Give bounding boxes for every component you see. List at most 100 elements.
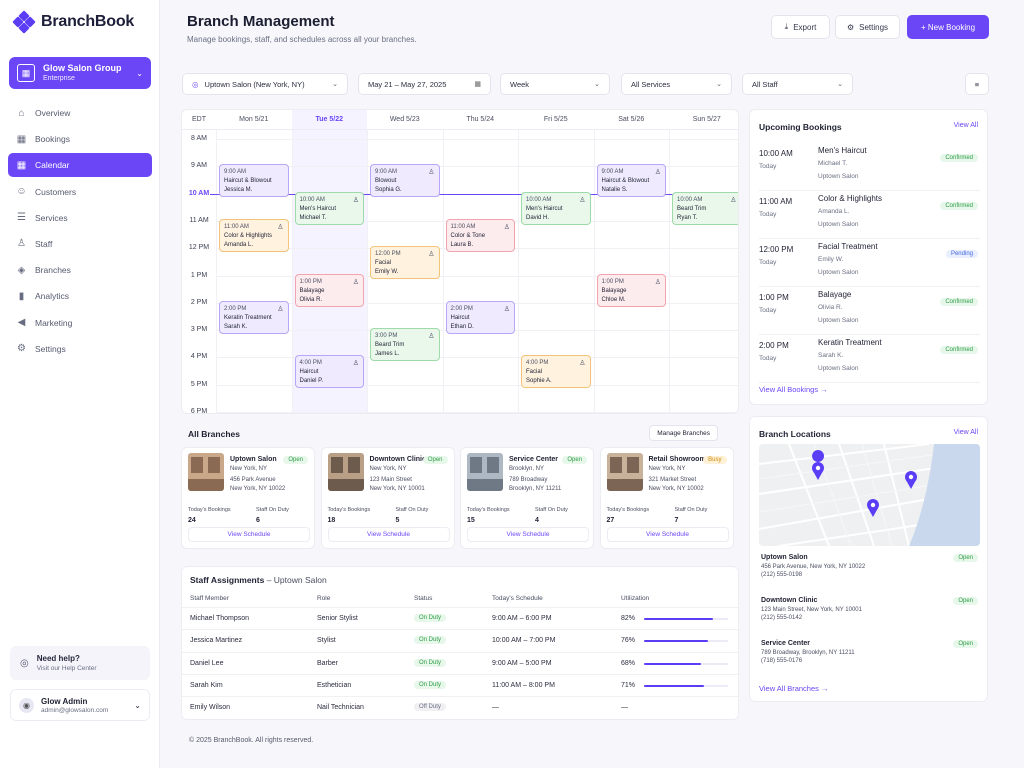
day-header[interactable]: Sat 5/26 [618,116,645,123]
utilization-fill [644,640,708,643]
view-all-branches-link[interactable]: View All Branches → [759,684,829,693]
appointment-service: Beard Trim [677,205,707,212]
logo[interactable]: BranchBook [12,10,134,34]
appointment-block[interactable]: 10:00 AM Beard Trim Ryan T. ♙ [672,191,738,225]
table-row[interactable]: Emily Wilson Nail Technician Off Duty — — [182,696,740,718]
appointment-block[interactable]: 10:00 AM Men's Haircut Michael T. ♙ [294,191,364,225]
sidebar-item-customers[interactable]: ☺ Customers [8,180,152,204]
view-schedule-button[interactable]: View Schedule [467,527,589,542]
table-header[interactable]: Role [317,595,331,602]
status-badge: Confirmed [940,346,978,354]
status-badge: Open [422,456,448,464]
table-row[interactable]: Michael Thompson Senior Stylist On Duty 9:0… [182,607,740,629]
staff-select[interactable]: All Staff ⌄ [742,73,853,95]
branch-card[interactable]: Uptown Salon New York, NY 456 Park Avenue N… [181,447,315,549]
appointment-block[interactable]: 1:00 PM Balayage Olivia R. ♙ [294,273,364,307]
view-schedule-button[interactable]: View Schedule [327,527,450,542]
appointment-block[interactable]: 9:00 AM Blowout Sophia G. ♙ [370,164,440,198]
staff-icon: ♙ [352,278,359,286]
table-row[interactable]: Jessica Martinez Stylist On Duty 10:00 AM –… [182,629,740,651]
appointment-client: Emily W. [375,269,399,276]
staff-role: Barber [317,659,339,667]
branch-card[interactable]: Downtown Clinic New York, NY 123 Main Stre… [320,447,455,549]
sidebar-item-label: Bookings [35,134,70,145]
appointment-block[interactable]: 1:00 PM Balayage Chloe M. ♙ [596,273,666,307]
upcoming-booking-item[interactable]: 1:00 PM Today Balayage Olivia R. Uptown Salo… [759,288,980,335]
branch-card[interactable]: Service Center Brooklyn, NY 789 Broadway Br… [460,447,594,549]
staff-icon: ♙ [579,196,586,204]
sidebar-item-services[interactable]: ☰ Services [8,206,152,230]
view-select[interactable]: Week ⌄ [500,73,610,95]
appointment-block[interactable]: 2:00 PM Keratin Treatment Sarah K. ♙ [219,300,289,334]
appointment-block[interactable]: 2:00 PM Haircut Ethan D. ♙ [445,300,515,334]
appointment-block[interactable]: 12:00 PM Facial Emily W. ♙ [370,246,440,280]
appointment-service: Color & Tone [450,232,486,239]
day-header[interactable]: Wed 5/23 [389,116,420,123]
sidebar-item-analytics[interactable]: ▮ Analytics [8,284,152,308]
new-booking-button[interactable]: + New Booking [907,15,989,39]
appointment-block[interactable]: 3:00 PM Beard Trim James L. ♙ [370,328,440,362]
upcoming-booking-item[interactable]: 10:00 AM Today Men's Haircut Michael T. Upto… [759,144,980,191]
appointment-block[interactable]: 4:00 PM Haircut Daniel P. ♙ [294,355,364,389]
staff-icon: ♙ [654,278,661,286]
upcoming-view-all-link[interactable]: View All [953,122,978,129]
upcoming-booking-item[interactable]: 12:00 PM Today Facial Treatment Emily W. Upt… [759,240,980,287]
booking-service: Men's Haircut [818,146,867,155]
appointment-time: 2:00 PM [224,305,247,312]
table-row[interactable]: Daniel Lee Barber On Duty 9:00 AM – 5:00 PM… [182,651,740,674]
help-center-link[interactable]: ◎ Need help? Visit our Help Center [10,646,150,680]
status-badge: Confirmed [940,154,978,162]
upcoming-booking-item[interactable]: 2:00 PM Today Keratin Treatment Sarah K. Upt… [759,336,980,383]
day-header[interactable]: Sun 5/27 [692,116,721,123]
day-header[interactable]: Mon 5/21 [239,116,269,123]
sidebar-item-settings[interactable]: ⚙ Settings [8,337,152,361]
upcoming-booking-item[interactable]: 11:00 AM Today Color & Highlights Amanda L.… [759,192,980,239]
locations-view-all-link[interactable]: View All [953,429,978,436]
branch-map[interactable] [759,444,980,546]
manage-branches-button[interactable]: Manage Branches [649,425,718,441]
table-header[interactable]: Today's Schedule [492,595,543,602]
day-header[interactable]: Fri 5/25 [543,116,568,123]
appointment-block[interactable]: 11:00 AM Color & Tone Laura B. ♙ [445,218,515,252]
export-button[interactable]: ⤓ Export [771,15,830,39]
branch-card[interactable]: Retail Showroom New York, NY 321 Market St… [599,447,734,549]
table-header[interactable]: Utilization [621,595,650,602]
branch-select[interactable]: ◎ Uptown Salon (New York, NY) ⌄ [182,73,348,95]
footer-text: © 2025 BranchBook. All rights reserved. [189,737,314,744]
date-range-picker[interactable]: May 21 – May 27, 2025 ▦ [358,73,491,95]
branch-location-item[interactable]: Downtown Clinic 123 Main Street, New York… [761,597,978,621]
hour-gridline [216,412,738,413]
appointment-block[interactable]: 9:00 AM Haircut & Blowout Natalie S. ♙ [596,164,666,198]
table-row[interactable]: Sarah Kim Esthetician On Duty 11:00 AM – 8:… [182,673,740,696]
filter-button[interactable]: ≡ [965,73,989,95]
user-menu[interactable]: ◉ Glow Admin admin@glowsalon.com ⌄ [10,689,150,721]
day-header[interactable]: Thu 5/24 [466,116,495,123]
view-schedule-button[interactable]: View Schedule [606,527,729,542]
services-select[interactable]: All Services ⌄ [621,73,732,95]
branch-location-item[interactable]: Uptown Salon 456 Park Avenue, New York, N… [761,554,978,578]
org-switcher[interactable]: ▦ Glow Salon Group Enterprise ⌄ [9,57,151,89]
booking-branch: Uptown Salon [818,317,859,324]
appointment-block[interactable]: 9:00 AM Haircut & Blowout Jessica M. [219,164,289,198]
sidebar-item-bookings[interactable]: ▦ Bookings [8,127,152,151]
branch-address: 456 Park Avenue [230,477,276,483]
sidebar-item-calendar[interactable]: ▦ Calendar [8,153,152,178]
sidebar-item-overview[interactable]: ⌂ Overview [8,101,152,125]
view-all-bookings-link[interactable]: View All Bookings → [759,385,828,394]
table-header[interactable]: Staff Member [190,595,229,602]
appointment-block[interactable]: 10:00 AM Men's Haircut David H. ♙ [521,191,591,225]
branch-location-item[interactable]: Service Center 789 Broadway, Brooklyn, NY… [761,640,978,664]
view-schedule-button[interactable]: View Schedule [188,527,310,542]
sidebar-item-branches[interactable]: ◈ Branches [8,258,152,282]
appointment-client: Daniel P. [299,378,324,385]
appointment-block[interactable]: 11:00 AM Color & Highlights Amanda L. ♙ [219,218,289,252]
branch-city: New York, NY [369,466,407,472]
sidebar-item-staff[interactable]: ♙ Staff [8,232,152,256]
appointment-block[interactable]: 4:00 PM Facial Sophie A. ♙ [521,355,591,389]
staff-icon: ♙ [352,360,359,368]
table-header[interactable]: Status [414,595,433,602]
settings-button[interactable]: ⚙ Settings [835,15,900,39]
appointment-client: Michael T. [299,214,327,221]
day-header[interactable]: Tue 5/22 [315,116,344,123]
sidebar-item-marketing[interactable]: ◀ Marketing [8,311,152,335]
